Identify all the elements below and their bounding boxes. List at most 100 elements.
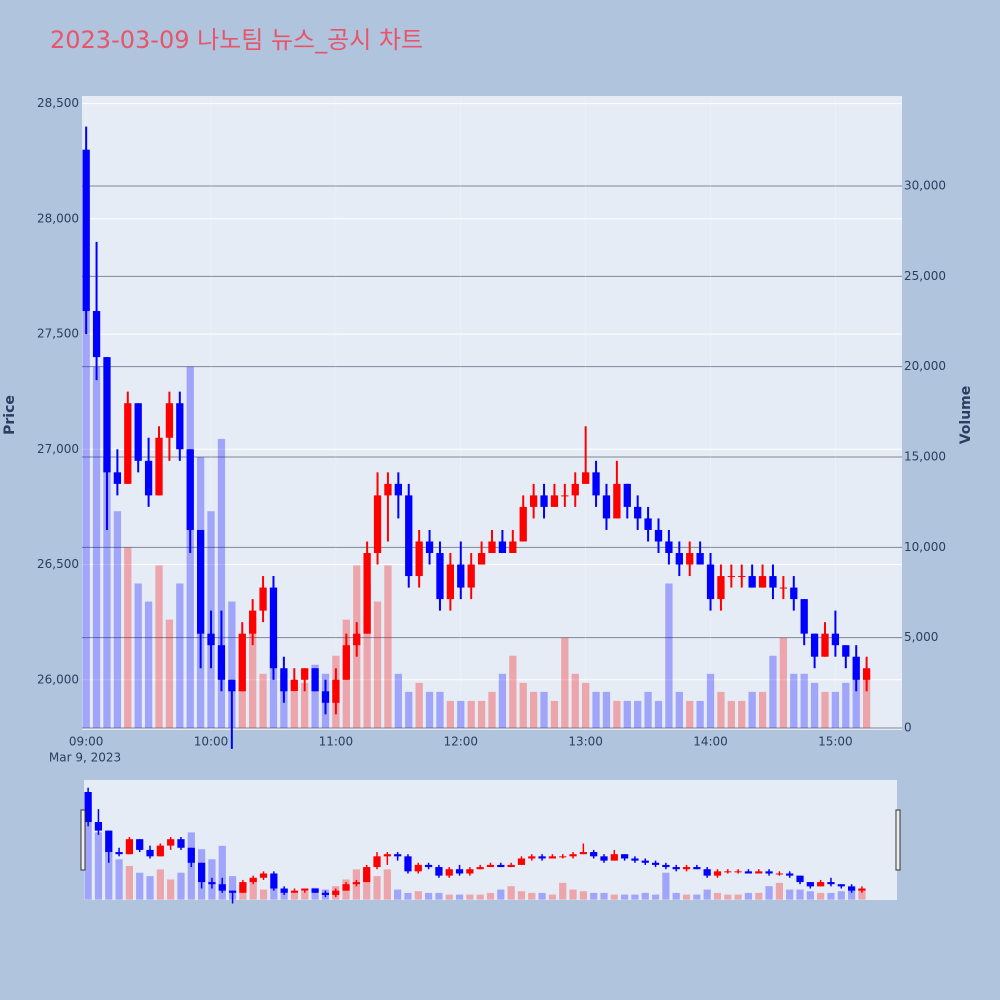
volume-bar (613, 700, 621, 729)
mini-candle-body (497, 864, 505, 868)
mini-volume-bar (383, 869, 391, 900)
mini-volume-bar (765, 886, 773, 900)
y2-tick-label: 30,000 (904, 179, 946, 193)
candle-body (394, 483, 402, 496)
candle-body (259, 587, 267, 611)
volume-bar (290, 691, 298, 729)
candle-body (280, 668, 288, 692)
volume-bar (509, 655, 517, 729)
mini-candle-body (486, 864, 495, 868)
candle-body (301, 668, 309, 680)
mini-candle-body (817, 882, 825, 887)
candle-body (852, 656, 860, 680)
candle-body (373, 495, 382, 554)
mini-candle-body (724, 871, 732, 873)
mini-volume-bar (610, 894, 618, 900)
y2-tick-label: 5,000 (904, 630, 938, 644)
volume-bar (529, 691, 538, 729)
volume-bar (217, 438, 226, 729)
mini-candle-body (301, 888, 309, 891)
mini-candle-body (156, 845, 164, 857)
mini-candle-body (621, 854, 629, 859)
candle-body (862, 668, 871, 680)
mini-volume-bar (311, 887, 319, 900)
range-slider[interactable] (84, 780, 897, 900)
candle-body (602, 495, 611, 519)
y2-tick-label: 25,000 (904, 269, 946, 283)
candle-body (758, 576, 767, 588)
plot-area (82, 96, 902, 730)
mini-candle-body (115, 852, 123, 855)
candle-body (582, 472, 590, 484)
mini-candle-body (270, 873, 278, 889)
mini-candle-body (538, 856, 546, 859)
x-tick-label: 15:00 (818, 735, 853, 749)
mini-volume-bar (682, 894, 691, 900)
mini-candle-body (559, 856, 567, 858)
mini-volume-bar (559, 882, 567, 900)
y-tick-label: 27,500 (37, 327, 79, 341)
volume-bar (228, 601, 236, 729)
volume-bar (852, 673, 860, 729)
mini-candle-body (755, 871, 763, 874)
range-handle[interactable] (80, 809, 86, 871)
mini-volume-bar (517, 891, 526, 900)
y2-tick-label: 20,000 (904, 359, 946, 373)
volume-bar (727, 700, 735, 729)
volume-bar (790, 673, 798, 729)
mini-candle-body (775, 873, 783, 875)
volume-bar (623, 700, 631, 729)
mini-volume-bar (136, 872, 144, 900)
volume-bar (634, 700, 642, 729)
mini-candle-body (837, 884, 845, 887)
mini-volume-bar (476, 894, 484, 900)
mini-volume-bar (806, 891, 814, 900)
mini-candle-body (146, 849, 154, 857)
volume-bar (498, 673, 507, 729)
mini-volume-bar (817, 892, 825, 900)
volume-bar (571, 673, 579, 729)
range-handle[interactable] (895, 809, 901, 871)
volume-bar (457, 700, 465, 729)
mini-candle-body (548, 856, 557, 859)
candle-body (124, 403, 132, 484)
volume-bar (155, 565, 163, 729)
x-tick-label: 14:00 (693, 735, 728, 749)
volume-bar (134, 583, 142, 729)
volume-bar (165, 619, 174, 729)
candle-body (436, 553, 444, 600)
candle-body (446, 564, 455, 600)
mini-volume-bar (703, 889, 711, 900)
volume-bar (696, 700, 704, 729)
candle-body (113, 472, 122, 484)
mini-volume-bar (290, 892, 299, 900)
mini-candle-body (394, 854, 402, 857)
candle-body (696, 553, 704, 565)
candle-body (228, 679, 236, 692)
y2-tick-label: 0 (904, 721, 912, 735)
candle-body (675, 553, 683, 565)
candle-body (92, 311, 101, 358)
volume-bar (467, 700, 475, 729)
volume-bar (540, 691, 548, 729)
mini-candle-body (569, 854, 577, 857)
candle-body (686, 553, 694, 565)
mini-candle-body (218, 884, 226, 891)
mini-volume-bar (548, 894, 557, 900)
mini-candle-body (703, 869, 711, 876)
candle-body (769, 576, 777, 588)
volume-bar (176, 583, 184, 729)
mini-candle-body (610, 854, 618, 861)
volume-bar (582, 682, 590, 729)
volume-bar (519, 682, 527, 729)
y2-tick-label: 15,000 (904, 450, 946, 464)
candle-body (717, 576, 725, 600)
volume-bar (758, 691, 767, 729)
candle-body (831, 633, 840, 646)
mini-volume-bar (631, 894, 639, 900)
volume-bar (831, 691, 840, 729)
candle-body (134, 403, 142, 461)
mini-candle-body (796, 875, 804, 883)
mini-volume-bar (156, 869, 164, 900)
mini-volume-bar (827, 892, 835, 900)
